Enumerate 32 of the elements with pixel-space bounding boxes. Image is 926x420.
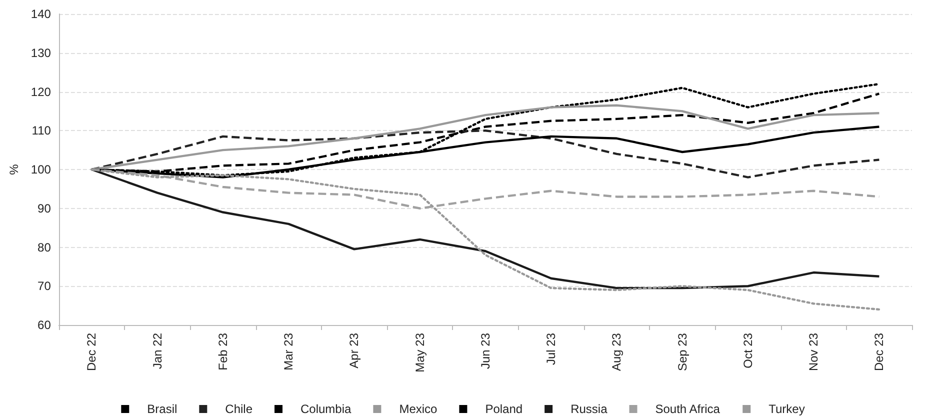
- x-tick-label: Oct 23: [740, 332, 755, 368]
- x-tick-label: Jul 23: [544, 332, 558, 366]
- legend-label: Poland: [485, 402, 523, 416]
- x-tick-label: Sep 23: [675, 332, 690, 372]
- legend-label: South Africa: [655, 402, 720, 416]
- y-tick-label: 100: [30, 162, 52, 176]
- x-tick-label: Apr 23: [347, 332, 362, 368]
- x-tick-label: Feb 23: [216, 332, 230, 370]
- line-series: [90, 168, 880, 290]
- legend-label: Brasil: [147, 402, 178, 416]
- y-tick-label: 80: [38, 240, 52, 254]
- legend-label: Chile: [225, 402, 253, 416]
- y-tick-label: 90: [38, 201, 52, 216]
- legend-label: Columbia: [300, 402, 352, 416]
- x-tick-label: Jan 22: [150, 332, 164, 370]
- x-tick-label: Dec 23: [872, 332, 886, 372]
- x-tick-label: Nov 23: [806, 332, 821, 372]
- x-tick-label: May 23: [412, 332, 427, 372]
- x-tick-label: Jun 23: [478, 332, 492, 370]
- x-tick-label: Mar 23: [282, 332, 296, 370]
- y-tick-label: 140: [30, 7, 52, 21]
- y-tick-label: 130: [30, 46, 52, 60]
- y-tick-label: 60: [38, 318, 52, 332]
- legend-label: Turkey: [768, 402, 805, 416]
- legend-label: Russia: [570, 402, 608, 416]
- y-tick-label: 110: [32, 124, 52, 138]
- x-tick-label: Aug 23: [610, 332, 624, 372]
- y-tick-label: 70: [38, 279, 52, 294]
- x-tick-label: Dec 22: [84, 332, 99, 372]
- y-tick-label: 120: [30, 84, 52, 99]
- y-axis-title: %: [7, 164, 21, 175]
- legend-label: Mexico: [399, 402, 438, 416]
